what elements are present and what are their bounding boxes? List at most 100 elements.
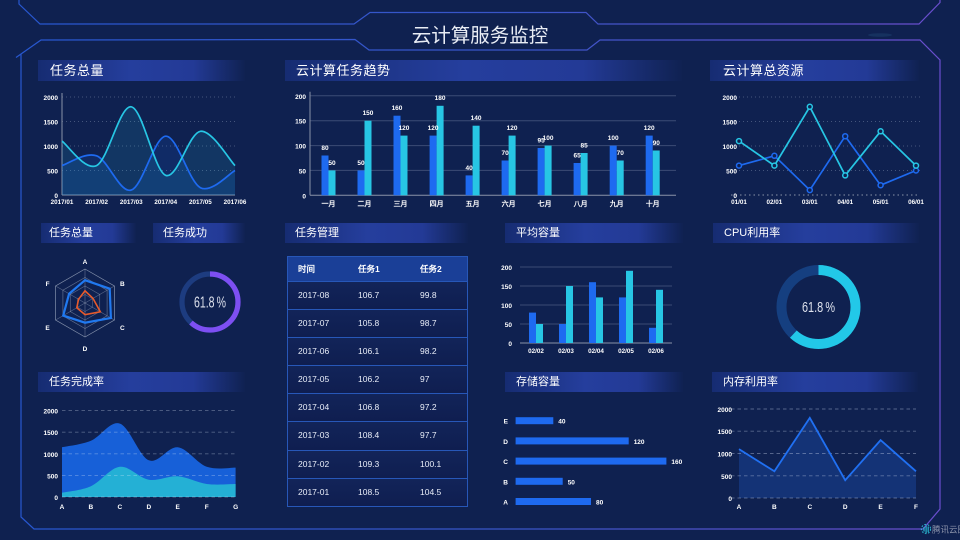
svg-text:2000: 2000 bbox=[723, 95, 738, 102]
svg-text:500: 500 bbox=[47, 169, 58, 176]
svg-text:140: 140 bbox=[471, 115, 482, 122]
svg-text:C: C bbox=[120, 325, 125, 332]
svg-text:2000: 2000 bbox=[718, 407, 733, 414]
svg-text:150: 150 bbox=[363, 110, 374, 117]
svg-text:A: A bbox=[737, 504, 742, 511]
svg-text:01/01: 01/01 bbox=[731, 199, 747, 206]
svg-text:80: 80 bbox=[596, 500, 604, 507]
svg-text:40: 40 bbox=[558, 419, 566, 426]
svg-text:03/01: 03/01 bbox=[802, 199, 818, 206]
svg-text:120: 120 bbox=[634, 439, 645, 446]
svg-text:200: 200 bbox=[501, 265, 512, 272]
svg-text:90: 90 bbox=[653, 140, 661, 147]
svg-text:160: 160 bbox=[671, 459, 682, 466]
svg-text:2017/06: 2017/06 bbox=[224, 199, 247, 206]
svg-text:0: 0 bbox=[508, 341, 512, 348]
svg-text:A: A bbox=[83, 259, 88, 266]
svg-text:40: 40 bbox=[465, 165, 473, 172]
svg-text:F: F bbox=[205, 504, 209, 511]
svg-text:100: 100 bbox=[543, 135, 554, 142]
svg-text:200: 200 bbox=[295, 94, 306, 101]
svg-text:02/05: 02/05 bbox=[618, 348, 634, 355]
svg-text:1000: 1000 bbox=[44, 144, 59, 151]
svg-text:65: 65 bbox=[573, 153, 581, 160]
svg-text:04/01: 04/01 bbox=[837, 199, 853, 206]
svg-text:100: 100 bbox=[608, 135, 619, 142]
svg-text:1000: 1000 bbox=[723, 144, 738, 151]
svg-text:50: 50 bbox=[568, 479, 576, 486]
svg-text:2017/01: 2017/01 bbox=[51, 199, 74, 206]
svg-text:三月: 三月 bbox=[394, 200, 408, 208]
svg-text:120: 120 bbox=[399, 125, 410, 132]
svg-text:500: 500 bbox=[726, 169, 737, 176]
svg-text:2017/03: 2017/03 bbox=[120, 199, 143, 206]
svg-text:2000: 2000 bbox=[44, 409, 59, 416]
svg-text:85: 85 bbox=[580, 143, 588, 150]
svg-text:50: 50 bbox=[505, 322, 513, 329]
svg-text:120: 120 bbox=[507, 125, 518, 132]
svg-text:1500: 1500 bbox=[44, 430, 59, 437]
svg-text:500: 500 bbox=[47, 473, 58, 480]
svg-text:D: D bbox=[843, 504, 848, 511]
svg-text:七月: 七月 bbox=[538, 199, 552, 208]
svg-text:0: 0 bbox=[733, 193, 737, 200]
svg-text:五月: 五月 bbox=[466, 200, 480, 208]
svg-text:八月: 八月 bbox=[573, 200, 588, 208]
svg-text:九月: 九月 bbox=[609, 199, 624, 208]
svg-text:50: 50 bbox=[328, 160, 336, 167]
svg-text:A: A bbox=[60, 504, 65, 511]
svg-text:二月: 二月 bbox=[358, 200, 372, 208]
svg-text:2017/04: 2017/04 bbox=[154, 199, 177, 206]
svg-text:02/02: 02/02 bbox=[528, 348, 544, 355]
svg-text:B: B bbox=[772, 504, 777, 511]
svg-text:十月: 十月 bbox=[646, 199, 660, 208]
svg-text:02/04: 02/04 bbox=[588, 348, 604, 355]
svg-text:80: 80 bbox=[321, 145, 329, 152]
svg-text:70: 70 bbox=[617, 150, 625, 157]
svg-text:B: B bbox=[503, 479, 508, 486]
svg-text:F: F bbox=[914, 504, 918, 511]
svg-text:150: 150 bbox=[501, 284, 512, 291]
svg-text:1000: 1000 bbox=[718, 452, 733, 459]
svg-text:E: E bbox=[45, 325, 50, 332]
svg-text:50: 50 bbox=[357, 160, 365, 167]
svg-text:50: 50 bbox=[299, 168, 307, 175]
svg-text:1000: 1000 bbox=[44, 452, 59, 459]
svg-text:四月: 四月 bbox=[430, 200, 444, 208]
svg-text:160: 160 bbox=[392, 105, 403, 112]
svg-text:1500: 1500 bbox=[718, 429, 733, 436]
svg-text:100: 100 bbox=[295, 144, 306, 151]
svg-text:D: D bbox=[83, 346, 88, 353]
svg-text:180: 180 bbox=[435, 95, 446, 102]
svg-text:腾讯云图: 腾讯云图 bbox=[932, 525, 960, 535]
svg-text:0: 0 bbox=[54, 193, 58, 200]
svg-text:B: B bbox=[120, 281, 125, 288]
svg-text:02/01: 02/01 bbox=[767, 199, 783, 206]
svg-text:六月: 六月 bbox=[502, 199, 516, 208]
svg-text:61.8 %: 61.8 % bbox=[194, 294, 226, 311]
svg-text:一月: 一月 bbox=[322, 200, 336, 208]
svg-text:C: C bbox=[503, 459, 508, 466]
svg-text:500: 500 bbox=[721, 474, 732, 481]
svg-text:0: 0 bbox=[302, 193, 306, 200]
svg-text:1500: 1500 bbox=[723, 120, 738, 127]
svg-text:2017/02: 2017/02 bbox=[85, 199, 108, 206]
svg-text:F: F bbox=[46, 281, 50, 288]
svg-text:100: 100 bbox=[501, 303, 512, 310]
svg-text:B: B bbox=[89, 504, 94, 511]
svg-text:1500: 1500 bbox=[44, 120, 59, 127]
svg-text:2017/05: 2017/05 bbox=[189, 199, 212, 206]
svg-text:C: C bbox=[807, 504, 812, 511]
svg-text:150: 150 bbox=[295, 119, 306, 126]
svg-text:120: 120 bbox=[428, 125, 439, 132]
svg-text:G: G bbox=[233, 504, 238, 511]
svg-text:E: E bbox=[504, 419, 509, 426]
svg-text:0: 0 bbox=[728, 496, 732, 503]
svg-text:D: D bbox=[146, 504, 151, 511]
svg-text:120: 120 bbox=[644, 125, 655, 132]
svg-text:A: A bbox=[503, 500, 508, 507]
svg-text:D: D bbox=[503, 439, 508, 446]
svg-text:70: 70 bbox=[501, 150, 509, 157]
svg-text:61.8 %: 61.8 % bbox=[802, 300, 835, 316]
svg-text:06/01: 06/01 bbox=[908, 199, 924, 206]
